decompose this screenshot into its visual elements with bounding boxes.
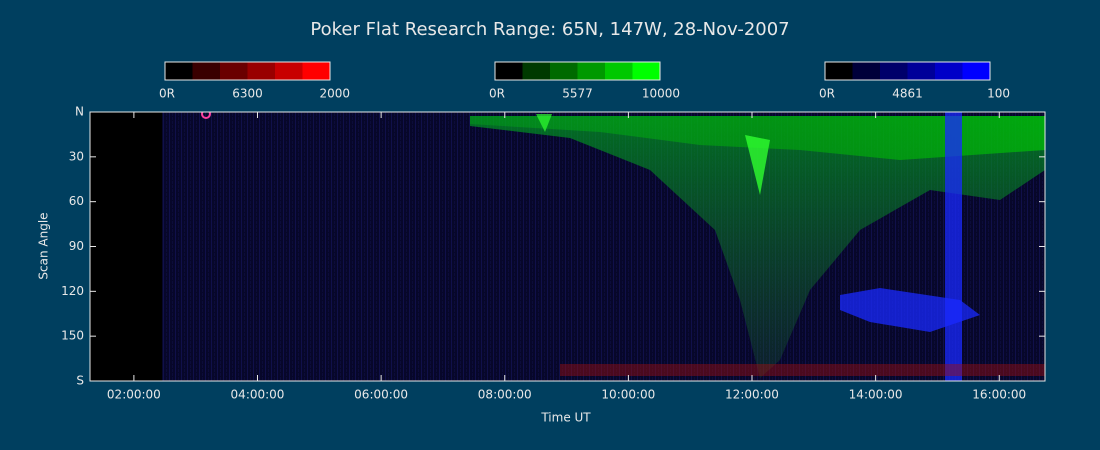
colorbar-segment (165, 62, 193, 80)
green-spike (745, 135, 770, 195)
y-tick-label: N (75, 105, 84, 119)
colorbar-wavelength: 5577 (562, 87, 593, 101)
x-tick-label: 10:00:00 (601, 388, 655, 402)
chart-title: Poker Flat Research Range: 65N, 147W, 28… (310, 19, 789, 40)
colorbar-segment (852, 62, 880, 80)
colorbar-segment (577, 62, 605, 80)
colorbar-max-label: 10000 (642, 87, 680, 101)
x-tick-label: 16:00:00 (972, 388, 1026, 402)
y-tick-label: 30 (69, 149, 84, 163)
x-tick-label: 02:00:00 (107, 388, 161, 402)
x-axis-label: Time UT (540, 411, 591, 425)
y-axis-label: Scan Angle (37, 212, 51, 279)
colorbar-segment (825, 62, 853, 80)
colorbar-frame (824, 61, 991, 81)
red-spot (201, 112, 211, 119)
x-tick-label: 12:00:00 (725, 388, 779, 402)
colorbar-segment (632, 62, 660, 80)
green-spike (536, 114, 552, 132)
y-tick-label: 60 (69, 194, 84, 208)
colorbar-wavelength: 4861 (892, 87, 923, 101)
green-aurora (470, 116, 1045, 378)
colorbar-frame (164, 61, 331, 81)
colorbar-min-label: 0R (489, 87, 505, 101)
colorbar-segment (880, 62, 908, 80)
colorbar-segment (302, 62, 330, 80)
blue-patch (840, 288, 980, 332)
colorbar-segment (220, 62, 248, 80)
colorbar-segment (495, 62, 523, 80)
x-tick-label: 14:00:00 (849, 388, 903, 402)
colorbar-wavelength: 6300 (232, 87, 263, 101)
colorbar-max-label: 2000 (319, 87, 350, 101)
x-tick-label: 04:00:00 (231, 388, 285, 402)
colorbar-min-label: 0R (159, 87, 175, 101)
colorbar-segment (550, 62, 578, 80)
blue-strip (945, 112, 962, 381)
colorbar-segment (962, 62, 990, 80)
keogram-image (90, 112, 1045, 381)
colorbar-max-label: 100 (987, 87, 1010, 101)
colorbar-segment (247, 62, 275, 80)
y-tick-label: S (76, 374, 84, 388)
colorbar-segment (605, 62, 633, 80)
colorbar-frame (494, 61, 661, 81)
colorbar-segment (935, 62, 963, 80)
colorbar-segment (522, 62, 550, 80)
x-tick-label: 08:00:00 (478, 388, 532, 402)
y-tick-label: 120 (61, 284, 84, 298)
y-tick-label: 90 (69, 239, 84, 253)
y-tick-label: 150 (61, 329, 84, 343)
no-data (90, 112, 162, 381)
colorbar-segment (907, 62, 935, 80)
colorbar-segment (192, 62, 220, 80)
red-band (560, 364, 1045, 376)
x-tick-label: 06:00:00 (354, 388, 408, 402)
colorbar-segment (275, 62, 303, 80)
colorbar-min-label: 0R (819, 87, 835, 101)
